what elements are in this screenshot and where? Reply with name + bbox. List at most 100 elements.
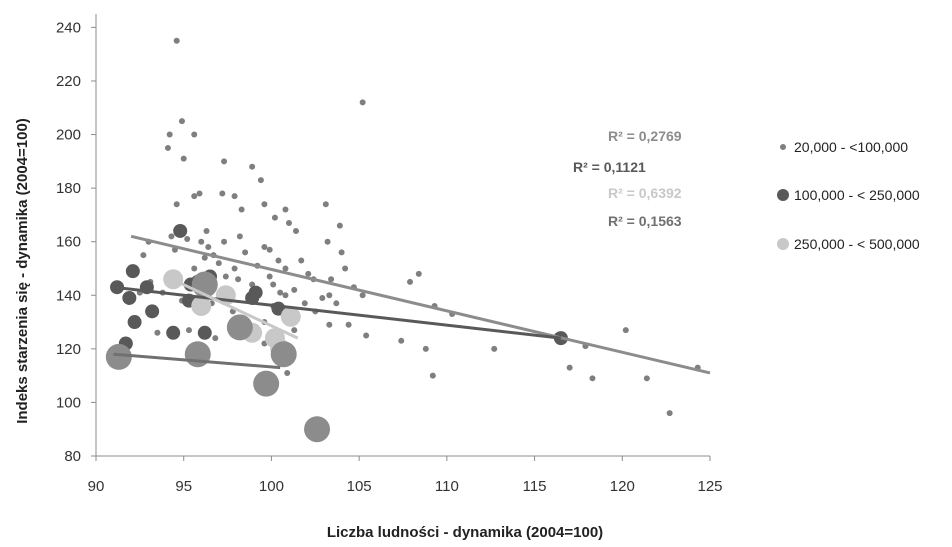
data-point: [270, 281, 277, 288]
y-tick-label: 180: [56, 180, 81, 197]
y-tick-label: 80: [64, 448, 81, 465]
y-tick-label: 140: [56, 287, 81, 304]
data-point: [154, 329, 161, 336]
legend-marker: [777, 238, 789, 250]
x-tick-label: 125: [697, 478, 722, 495]
data-point: [319, 294, 326, 301]
data-point: [122, 290, 137, 305]
data-point: [180, 155, 187, 162]
data-point: [345, 321, 352, 328]
data-point: [271, 214, 278, 221]
data-point: [407, 278, 414, 285]
data-point: [261, 201, 268, 208]
data-point: [166, 131, 173, 138]
trendline: [130, 234, 711, 375]
legend-label: 250,000 - < 500,000: [794, 236, 920, 252]
data-point: [491, 345, 498, 352]
data-point: [166, 325, 181, 340]
x-axis-title: Liczba ludności - dynamika (2004=100): [327, 524, 603, 541]
data-point: [178, 118, 185, 125]
data-point: [173, 37, 180, 44]
data-point: [301, 300, 308, 307]
data-point: [191, 265, 198, 272]
x-tick-label: 115: [523, 478, 547, 495]
data-point: [429, 372, 436, 379]
data-point: [105, 343, 132, 370]
legend-label: 20,000 - <100,000: [794, 139, 908, 155]
data-point: [221, 158, 228, 165]
data-point: [168, 233, 175, 240]
data-point: [191, 193, 198, 200]
data-point: [275, 257, 282, 264]
data-point: [422, 345, 429, 352]
data-point: [359, 292, 366, 299]
axes: [95, 14, 710, 457]
legend-marker: [780, 144, 786, 150]
data-point: [184, 236, 191, 243]
data-point: [282, 292, 289, 299]
data-point: [338, 249, 345, 256]
trendline: [113, 285, 562, 340]
data-points: [105, 37, 701, 443]
y-tick-label: 160: [56, 234, 81, 251]
data-point: [270, 341, 297, 368]
data-point: [566, 364, 573, 371]
y-axis-title: Indeks starzenia się - dynamika (2004=10…: [14, 118, 31, 424]
data-point: [277, 289, 284, 296]
data-point: [589, 375, 596, 382]
x-tick-label: 110: [435, 478, 459, 495]
r2-label: R² = 0,2769: [608, 128, 682, 144]
data-point: [666, 410, 673, 417]
data-point: [285, 219, 292, 226]
x-tick-label: 100: [259, 478, 284, 495]
data-point: [125, 264, 140, 279]
data-point: [282, 206, 289, 213]
data-point: [185, 327, 192, 334]
data-point: [173, 201, 180, 208]
data-point: [242, 249, 249, 256]
y-tick-label: 100: [56, 394, 81, 411]
data-point: [643, 375, 650, 382]
data-point: [322, 201, 329, 208]
data-point: [222, 273, 229, 280]
data-point: [197, 325, 212, 340]
r2-label: R² = 0,1121: [573, 159, 646, 175]
data-point: [363, 332, 370, 339]
y-tick-label: 240: [56, 19, 81, 36]
data-point: [191, 131, 198, 138]
data-point: [140, 252, 147, 259]
data-point: [196, 190, 203, 197]
data-point: [238, 206, 245, 213]
data-point: [231, 265, 238, 272]
data-point: [248, 285, 263, 300]
data-point: [219, 190, 226, 197]
data-point: [257, 177, 264, 184]
data-point: [266, 273, 273, 280]
data-point: [359, 99, 366, 106]
data-point: [164, 144, 171, 151]
data-point: [226, 314, 253, 341]
data-point: [291, 327, 298, 334]
y-tick-label: 200: [56, 127, 81, 144]
y-tick-label: 220: [56, 73, 81, 90]
x-tick-label: 105: [347, 478, 372, 495]
data-point: [291, 286, 298, 293]
x-tick-label: 90: [88, 478, 105, 495]
trendlines: [113, 234, 711, 375]
data-point: [235, 276, 242, 283]
x-tick-label: 95: [175, 478, 192, 495]
data-point: [282, 265, 289, 272]
legend-marker: [777, 189, 789, 201]
data-point: [145, 304, 160, 319]
data-point: [212, 335, 219, 342]
data-point: [305, 270, 312, 277]
data-point: [261, 244, 268, 251]
data-point: [326, 321, 333, 328]
data-point: [249, 163, 256, 170]
data-point: [622, 327, 629, 334]
tick-labels: 90 95 100 105 110 115 120 125 80 100 120 140 160 180 2…: [56, 19, 723, 495]
data-point: [127, 315, 142, 330]
data-point: [324, 238, 331, 245]
data-point: [221, 238, 228, 245]
